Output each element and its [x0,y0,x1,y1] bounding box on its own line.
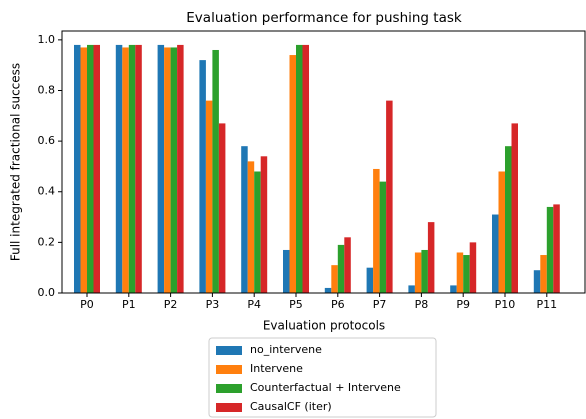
legend-label: Counterfactual + Intervene [250,381,401,394]
y-tick-label: 0.8 [38,83,56,96]
legend-box [208,337,437,418]
bar [366,267,374,293]
x-tick-label: P6 [331,298,345,311]
bar [93,44,100,294]
bar [408,285,415,293]
bar [337,244,345,293]
bar [540,255,547,293]
bar [427,222,435,293]
bar [74,44,81,294]
y-tick-label: 0.6 [38,134,56,147]
legend-label: no_intervene [250,343,322,356]
bar [302,44,309,294]
bar [546,206,554,293]
bar [421,249,428,293]
bar [492,214,499,293]
bar [164,47,171,294]
bar [260,156,268,293]
bar [289,55,296,293]
x-tick-label: P8 [415,298,429,311]
bar [414,252,422,293]
x-axis-label: Evaluation protocols [263,319,385,333]
bar [331,265,338,293]
x-tick-label: P7 [373,298,387,311]
bar [498,171,505,293]
bar [386,100,393,293]
bar [135,44,142,294]
bar [218,123,226,293]
bar [254,171,261,293]
y-tick-label: 1.0 [38,33,56,46]
plot-frame [61,30,586,294]
bar [324,287,332,293]
bar [241,146,248,293]
bar [344,237,351,293]
y-tick-label: 0.0 [38,286,56,299]
x-tick-label: P10 [495,298,516,311]
bar [247,161,255,293]
x-tick-label: P2 [164,298,178,311]
legend-swatch [216,403,242,412]
bar [296,44,303,294]
x-tick-label: P0 [80,298,94,311]
legend-swatch [216,346,242,355]
bar [553,204,560,293]
bar [505,146,512,293]
x-tick-label: P5 [289,298,303,311]
bar [450,285,457,293]
y-axis-label: Full integrated fractional success [9,63,23,261]
bar [373,168,380,293]
bar [463,255,470,293]
bar [511,123,518,293]
bar [533,270,541,293]
x-tick-label: P3 [206,298,220,311]
bar [379,181,387,293]
bar [157,44,165,294]
legend-swatch [216,365,242,374]
bar [199,60,206,293]
x-tick-label: P4 [247,298,261,311]
bar [87,44,94,294]
legend-swatch [216,384,242,393]
bar [115,44,123,294]
bar [177,44,184,294]
x-tick-label: P9 [456,298,470,311]
legend-label: CausalCF (iter) [250,400,332,413]
bar [170,47,178,294]
x-tick-label: P1 [122,298,136,311]
chart-title: Evaluation performance for pushing task [186,10,462,26]
legend: no_intervene Intervene Counterfactual + In… [208,337,437,418]
bar [80,47,87,294]
bar [469,242,477,293]
bar [456,252,464,293]
y-tick-label: 0.4 [38,185,56,198]
bar [122,47,129,294]
y-tick-label: 0.2 [38,235,56,248]
bar [283,249,290,293]
bar [128,44,136,294]
bar [212,49,219,294]
x-tick-label: P11 [536,298,557,311]
bar [205,100,213,293]
legend-label: Intervene [250,362,303,375]
